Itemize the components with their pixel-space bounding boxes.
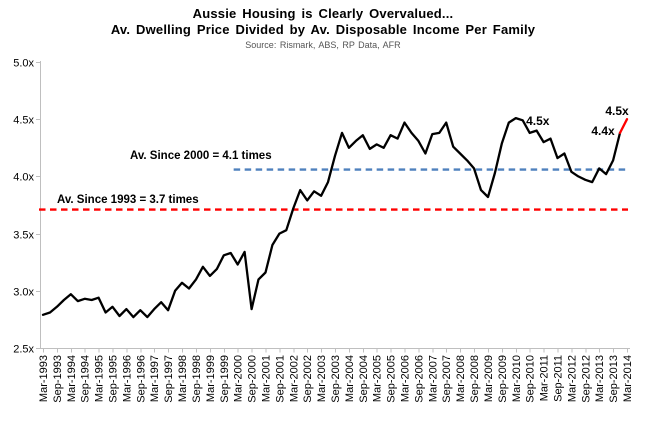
x-axis-label: Sep-2003 [330, 355, 342, 403]
x-axis-label: Sep-1997 [163, 355, 175, 403]
x-axis-label: Sep-1998 [191, 355, 203, 403]
x-axis-label: Sep-1999 [219, 355, 231, 403]
x-axis-label: Sep-2008 [469, 355, 481, 403]
x-axis-label: Sep-1993 [52, 355, 64, 403]
x-axis-label: Mar-2000 [233, 355, 245, 402]
x-axis-label: Sep-1995 [108, 355, 120, 403]
x-axis-label: Mar-1999 [205, 355, 217, 402]
avg-since-1993-label: Av. Since 1993 = 3.7 times [57, 194, 199, 206]
chart-header: Aussie Housing is Clearly Overvalued... … [0, 6, 646, 51]
chart-source: Source: Rismark, ABS, RP Data, AFR [245, 39, 401, 50]
price-to-income-ratio-latest-segment [618, 118, 629, 135]
point-label: 4.4x [591, 124, 615, 138]
chart-title: Aussie Housing is Clearly Overvalued... [192, 6, 454, 21]
x-axis-label: Sep-2007 [441, 355, 453, 403]
x-axis-label: Mar-2010 [511, 355, 523, 402]
x-axis-label: Sep-2001 [274, 355, 286, 403]
x-axis-label: Sep-2004 [358, 355, 370, 403]
y-axis-label: 4.0x [13, 172, 34, 184]
x-axis-label: Mar-2008 [455, 355, 467, 402]
x-axis-label: Sep-2006 [413, 355, 425, 403]
x-axis-label: Mar-2001 [260, 355, 272, 402]
x-axis-label: Mar-1993 [38, 355, 50, 402]
x-axis-label: Sep-2013 [608, 355, 620, 403]
y-axis-label: 4.5x [13, 115, 34, 127]
y-axis-label: 3.0x [13, 287, 34, 299]
x-axis-label: Sep-2000 [247, 355, 259, 403]
x-axis-label: Mar-1995 [94, 355, 106, 402]
avg-since-2000-label: Av. Since 2000 = 4.1 times [130, 150, 272, 162]
x-axis-label: Mar-2005 [372, 355, 384, 402]
x-axis-label: Sep-2012 [580, 355, 592, 403]
y-axis-label: 2.5x [13, 344, 34, 356]
chart-subtitle: Av. Dwelling Price Divided by Av. Dispos… [110, 22, 536, 38]
x-axis-label: Mar-1994 [66, 355, 78, 402]
x-axis-label: Mar-1996 [121, 355, 133, 402]
x-axis-label: Mar-2002 [288, 355, 300, 402]
x-axis-label: Mar-2004 [344, 355, 356, 402]
x-axis-label: Mar-1998 [177, 355, 189, 402]
point-label: 4.5x [526, 114, 550, 128]
x-axis-label: Mar-2011 [539, 355, 551, 401]
x-axis-label: Sep-2010 [525, 355, 537, 403]
x-axis-label: Sep-1994 [80, 355, 92, 403]
x-axis-label: Sep-2002 [302, 355, 314, 403]
x-axis-label: Mar-2007 [427, 355, 439, 402]
x-axis-label: Mar-2013 [594, 355, 606, 402]
x-axis-label: Sep-1996 [135, 355, 147, 403]
y-axis-label: 3.5x [13, 230, 34, 242]
x-axis-label: Sep-2009 [497, 355, 509, 403]
x-axis-label: Sep-2011 [552, 355, 564, 402]
x-axis-label: Mar-2012 [566, 355, 578, 402]
x-axis-label: Sep-2005 [386, 355, 398, 403]
point-label: 4.5x [605, 104, 629, 118]
y-axis-label: 5.0x [13, 58, 34, 70]
x-axis-label: Mar-2014 [622, 355, 634, 402]
x-axis-label: Mar-2009 [483, 355, 495, 402]
x-axis-label: Mar-2003 [316, 355, 328, 402]
price-to-income-ratio-line [41, 116, 622, 319]
x-axis-label: Mar-1997 [149, 355, 161, 402]
x-axis-label: Mar-2006 [400, 355, 412, 402]
